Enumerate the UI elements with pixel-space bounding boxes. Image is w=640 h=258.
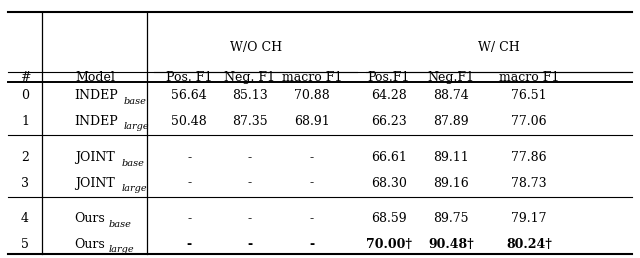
- Text: 4: 4: [21, 212, 29, 225]
- Text: -: -: [188, 177, 191, 190]
- Text: 90.48†: 90.48†: [428, 238, 474, 251]
- Text: 78.73: 78.73: [511, 177, 547, 190]
- Text: 68.59: 68.59: [371, 212, 406, 225]
- Text: JOINT: JOINT: [75, 177, 115, 190]
- Text: 70.00†: 70.00†: [366, 238, 412, 251]
- Text: -: -: [248, 151, 252, 164]
- Text: large: large: [122, 184, 147, 193]
- Text: -: -: [310, 177, 314, 190]
- Text: 66.23: 66.23: [371, 115, 406, 128]
- Text: W/ CH: W/ CH: [478, 41, 520, 54]
- Text: -: -: [248, 177, 252, 190]
- Text: large: large: [108, 245, 134, 254]
- Text: 5: 5: [21, 238, 29, 251]
- Text: #: #: [20, 71, 30, 84]
- Text: 89.16: 89.16: [433, 177, 469, 190]
- Text: W/O CH: W/O CH: [230, 41, 282, 54]
- Text: 85.13: 85.13: [232, 89, 268, 102]
- Text: base: base: [108, 220, 131, 229]
- Text: 3: 3: [21, 177, 29, 190]
- Text: -: -: [188, 212, 191, 225]
- Text: Ours: Ours: [75, 238, 106, 251]
- Text: base: base: [122, 159, 145, 168]
- Text: large: large: [123, 123, 148, 132]
- Text: 2: 2: [21, 151, 29, 164]
- Text: -: -: [247, 238, 252, 251]
- Text: Neg. F1: Neg. F1: [225, 71, 275, 84]
- Text: 89.11: 89.11: [433, 151, 469, 164]
- Text: Neg.F1: Neg.F1: [428, 71, 475, 84]
- Text: 76.51: 76.51: [511, 89, 547, 102]
- Text: 80.24†: 80.24†: [506, 238, 552, 251]
- Text: 87.89: 87.89: [433, 115, 469, 128]
- Text: 70.88: 70.88: [294, 89, 330, 102]
- Text: -: -: [248, 212, 252, 225]
- Text: 0: 0: [21, 89, 29, 102]
- Text: -: -: [310, 212, 314, 225]
- Text: -: -: [309, 238, 314, 251]
- Text: INDEP: INDEP: [75, 115, 118, 128]
- Text: 50.48: 50.48: [172, 115, 207, 128]
- Text: Pos. F1: Pos. F1: [166, 71, 212, 84]
- Text: -: -: [310, 151, 314, 164]
- Text: 56.64: 56.64: [172, 89, 207, 102]
- Text: 88.74: 88.74: [433, 89, 469, 102]
- Text: -: -: [188, 151, 191, 164]
- Text: 1: 1: [21, 115, 29, 128]
- Text: 77.06: 77.06: [511, 115, 547, 128]
- Text: macro F1: macro F1: [282, 71, 342, 84]
- Text: 77.86: 77.86: [511, 151, 547, 164]
- Text: Model: Model: [76, 71, 116, 84]
- Text: 87.35: 87.35: [232, 115, 268, 128]
- Text: macro F1: macro F1: [499, 71, 559, 84]
- Text: base: base: [123, 97, 146, 106]
- Text: Ours: Ours: [75, 212, 106, 225]
- Text: 68.91: 68.91: [294, 115, 330, 128]
- Text: 66.61: 66.61: [371, 151, 407, 164]
- Text: INDEP: INDEP: [75, 89, 118, 102]
- Text: 64.28: 64.28: [371, 89, 406, 102]
- Text: 68.30: 68.30: [371, 177, 407, 190]
- Text: Pos.F1: Pos.F1: [367, 71, 410, 84]
- Text: -: -: [187, 238, 192, 251]
- Text: 79.17: 79.17: [511, 212, 547, 225]
- Text: 89.75: 89.75: [433, 212, 469, 225]
- Text: JOINT: JOINT: [75, 151, 115, 164]
